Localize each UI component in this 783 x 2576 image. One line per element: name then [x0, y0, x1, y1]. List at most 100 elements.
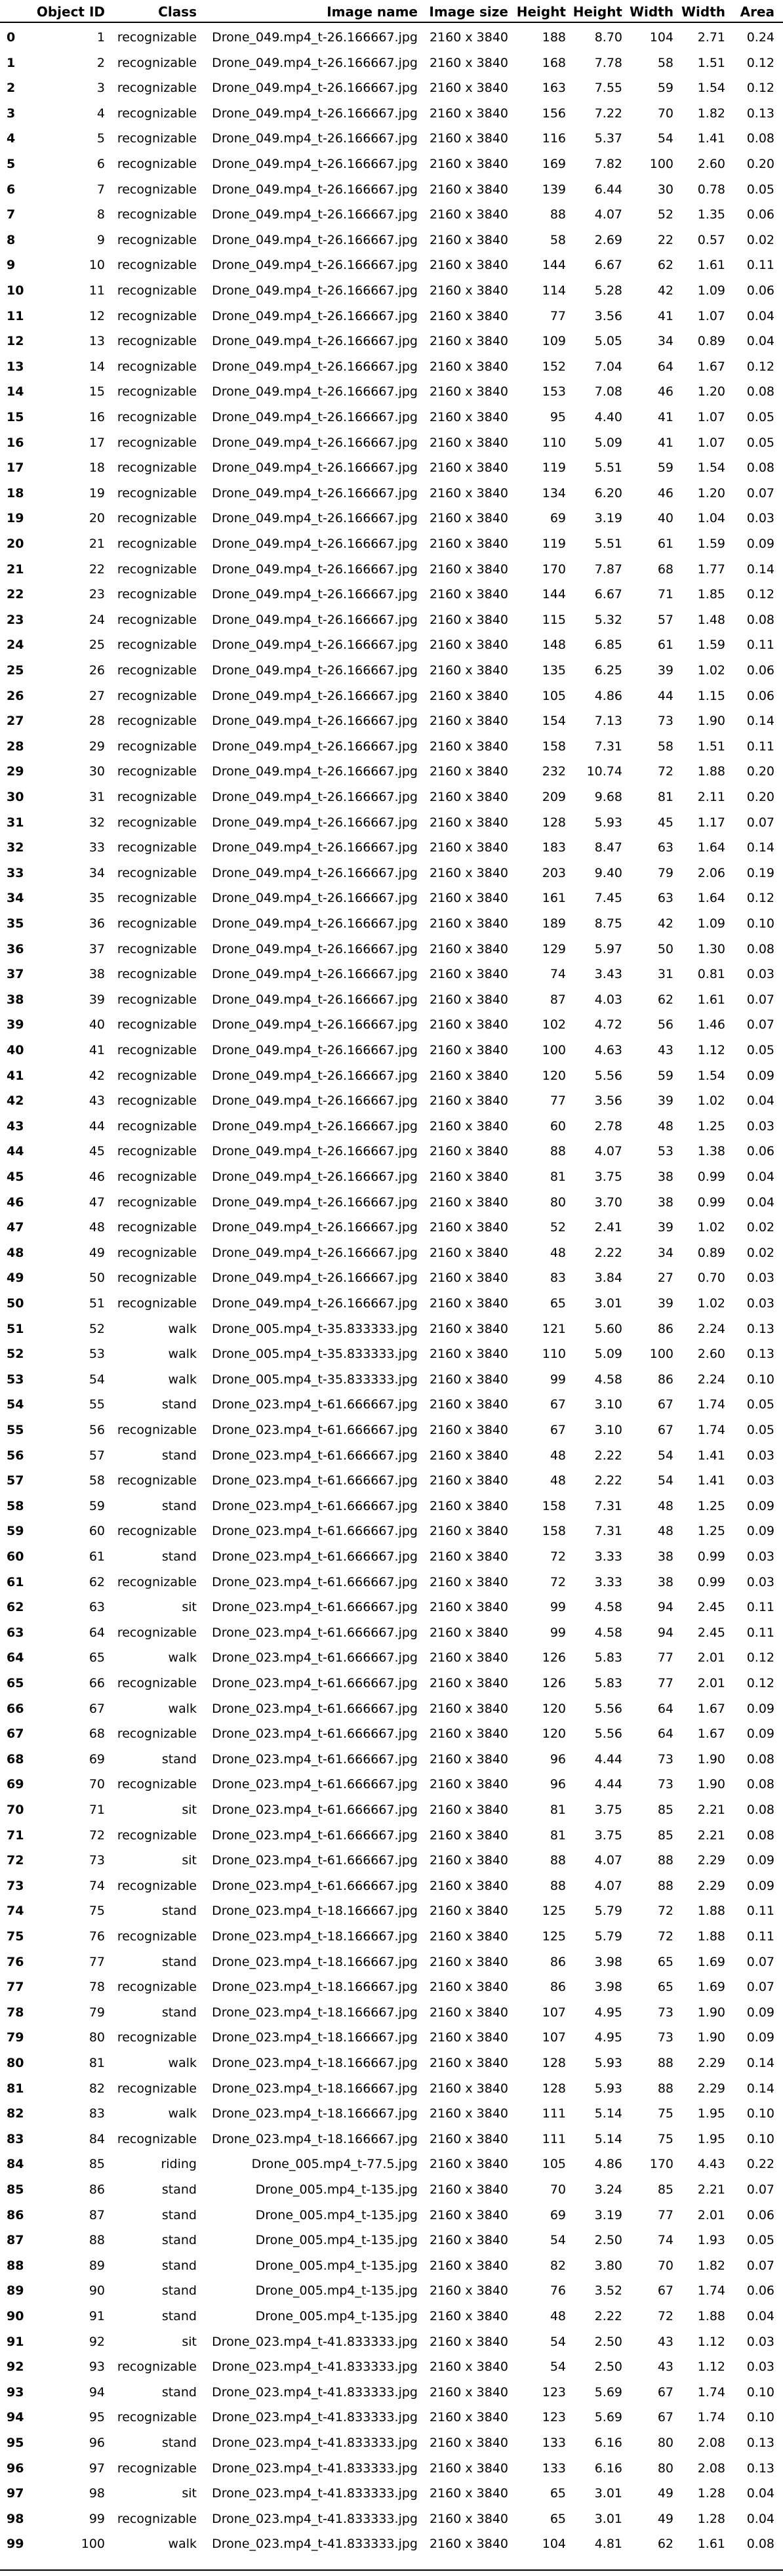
- image-name-cell: Drone_023.mp4_t-61.666667.jpg: [212, 1423, 418, 1437]
- height-px-cell: 77: [550, 1094, 566, 1109]
- table-row: 48 49 recognizable Drone_049.mp4_t-26.16666…: [0, 1240, 783, 1266]
- image-size-cell: 2160 x 3840: [429, 1878, 508, 1893]
- row-index: 20: [7, 537, 24, 551]
- width-pct-cell: 2.45: [697, 1600, 725, 1615]
- area-cell: 0.07: [746, 992, 774, 1007]
- class-cell: recognizable: [117, 739, 197, 754]
- width-px-cell: 74: [657, 2233, 673, 2248]
- width-pct-cell: 1.85: [697, 587, 725, 602]
- height-px-cell: 158: [542, 739, 566, 754]
- row-index: 29: [7, 764, 24, 779]
- width-px-cell: 39: [657, 1296, 673, 1311]
- height-pct-cell: 5.79: [594, 1929, 622, 1944]
- class-cell: recognizable: [117, 1878, 197, 1893]
- row-index: 56: [7, 1448, 24, 1463]
- image-size-cell: 2160 x 3840: [429, 1549, 508, 1564]
- area-cell: 0.03: [746, 2360, 774, 2375]
- object-id-cell: 35: [89, 891, 105, 906]
- area-cell: 0.11: [746, 1904, 774, 1919]
- table-row: 5 6 recognizable Drone_049.mp4_t-26.166667.…: [0, 152, 783, 177]
- area-cell: 0.04: [746, 308, 774, 323]
- height-pct-cell: 2.22: [594, 2309, 622, 2323]
- row-index: 88: [7, 2258, 24, 2273]
- width-px-cell: 67: [657, 1397, 673, 1412]
- width-pct-cell: 1.74: [697, 2384, 725, 2400]
- image-size-cell: 2160 x 3840: [429, 2157, 508, 2172]
- class-cell: stand: [161, 1448, 197, 1463]
- height-pct-cell: 7.55: [594, 81, 622, 96]
- width-pct-cell: 1.51: [697, 55, 725, 70]
- image-size-cell: 2160 x 3840: [429, 1473, 508, 1488]
- image-size-cell: 2160 x 3840: [429, 1803, 508, 1817]
- width-pct-cell: 1.95: [697, 2106, 725, 2121]
- class-cell: walk: [168, 1347, 197, 1362]
- class-cell: recognizable: [117, 1423, 197, 1437]
- object-id-cell: 49: [89, 1245, 105, 1260]
- table-row: 15 16 recognizable Drone_049.mp4_t-26.16666…: [0, 405, 783, 430]
- image-size-cell: 2160 x 3840: [429, 612, 508, 627]
- area-cell: 0.02: [746, 1245, 774, 1260]
- area-cell: 0.06: [746, 1144, 774, 1159]
- image-name-cell: Drone_049.mp4_t-26.166667.jpg: [212, 334, 418, 349]
- height-px-cell: 48: [550, 1448, 566, 1463]
- image-name-cell: Drone_049.mp4_t-26.166667.jpg: [212, 1068, 418, 1083]
- height-px-cell: 69: [550, 511, 566, 526]
- table-row: 10 11 recognizable Drone_049.mp4_t-26.16666…: [0, 278, 783, 304]
- width-px-cell: 46: [657, 485, 673, 501]
- image-size-cell: 2160 x 3840: [429, 1321, 508, 1336]
- height-px-cell: 81: [550, 1170, 566, 1184]
- image-name-cell: Drone_023.mp4_t-18.166667.jpg: [212, 1954, 418, 1969]
- height-pct-cell: 8.47: [594, 840, 622, 855]
- height-px-cell: 120: [542, 1727, 566, 1742]
- height-pct-cell: 7.13: [594, 714, 622, 729]
- width-pct-cell: 1.95: [697, 2131, 725, 2146]
- class-cell: recognizable: [117, 359, 197, 374]
- table-row: 84 85 riding Drone_005.mp4_t-77.5.jpg 2160 x…: [0, 2152, 783, 2177]
- image-size-cell: 2160 x 3840: [429, 1904, 508, 1919]
- width-px-cell: 67: [657, 2384, 673, 2400]
- height-px-cell: 87: [550, 992, 566, 1007]
- class-cell: sit: [182, 1600, 197, 1615]
- row-index: 66: [7, 1701, 24, 1716]
- height-pct-cell: 3.98: [594, 1980, 622, 1995]
- height-pct-cell: 5.28: [594, 283, 622, 298]
- row-index: 74: [7, 1904, 24, 1919]
- width-px-cell: 41: [657, 410, 673, 424]
- width-pct-cell: 1.02: [697, 1094, 725, 1109]
- object-id-cell: 63: [89, 1600, 105, 1615]
- table-row: 50 51 recognizable Drone_049.mp4_t-26.16666…: [0, 1291, 783, 1317]
- width-px-cell: 73: [657, 2005, 673, 2020]
- width-px-cell: 88: [657, 1878, 673, 1893]
- row-index: 22: [7, 587, 24, 602]
- class-cell: recognizable: [117, 865, 197, 880]
- class-cell: recognizable: [117, 1296, 197, 1311]
- height-pct-cell: 6.20: [594, 485, 622, 501]
- height-px-cell: 99: [550, 1625, 566, 1640]
- header-image-size: Image size: [429, 4, 508, 20]
- height-px-cell: 158: [542, 1498, 566, 1513]
- width-px-cell: 70: [657, 106, 673, 121]
- area-cell: 0.11: [746, 638, 774, 653]
- width-px-cell: 30: [657, 182, 673, 197]
- table-row: 34 35 recognizable Drone_049.mp4_t-26.16666…: [0, 886, 783, 911]
- table-row: 98 99 recognizable Drone_023.mp4_t-41.83333…: [0, 2506, 783, 2532]
- object-id-cell: 26: [89, 663, 105, 678]
- image-size-cell: 2160 x 3840: [429, 790, 508, 804]
- header-width-pct: Width: [681, 4, 725, 20]
- width-px-cell: 88: [657, 1853, 673, 1868]
- width-pct-cell: 1.82: [697, 2258, 725, 2273]
- table-row: 67 68 recognizable Drone_023.mp4_t-61.66666…: [0, 1721, 783, 1747]
- area-cell: 0.07: [746, 1017, 774, 1032]
- image-size-cell: 2160 x 3840: [429, 2106, 508, 2121]
- image-size-cell: 2160 x 3840: [429, 1853, 508, 1868]
- object-id-cell: 12: [89, 308, 105, 323]
- height-px-cell: 105: [542, 688, 566, 703]
- class-cell: recognizable: [117, 157, 197, 171]
- table-row: 1 2 recognizable Drone_049.mp4_t-26.166667.…: [0, 51, 783, 76]
- object-id-cell: 16: [89, 410, 105, 424]
- image-size-cell: 2160 x 3840: [429, 106, 508, 121]
- image-size-cell: 2160 x 3840: [429, 1017, 508, 1032]
- width-pct-cell: 0.89: [697, 1245, 725, 1260]
- class-cell: recognizable: [117, 460, 197, 476]
- height-px-cell: 183: [542, 840, 566, 855]
